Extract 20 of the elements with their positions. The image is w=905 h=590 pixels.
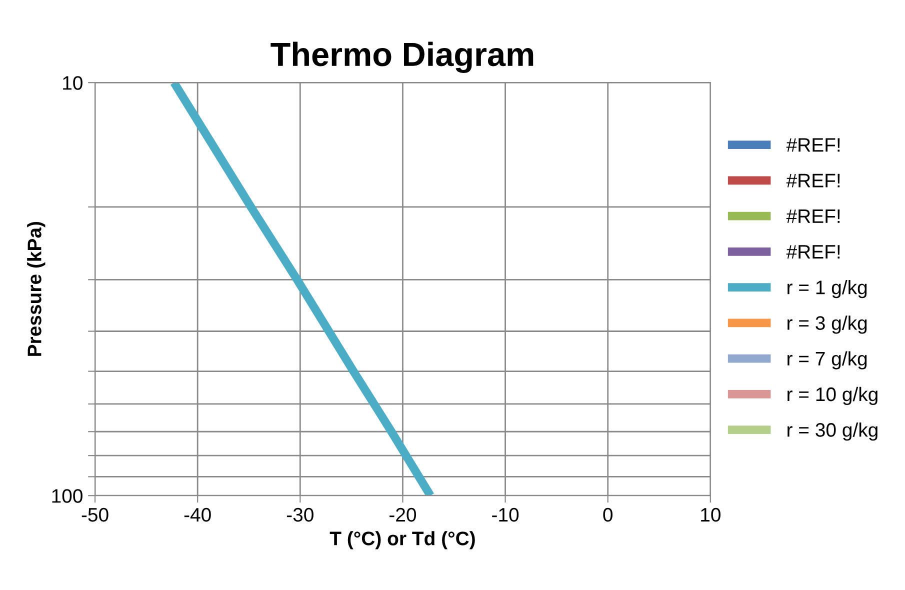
chart-title: Thermo Diagram: [270, 42, 534, 73]
legend-label: #REF!: [786, 138, 840, 152]
x-tick-label: -10: [492, 508, 519, 522]
x-tick-label: -40: [184, 508, 211, 522]
x-tick-label: 0: [603, 508, 613, 522]
legend-label: r = 10 g/kg: [788, 386, 878, 406]
legend-label: r = 7 g/kg: [788, 351, 867, 370]
legend-label: #REF!: [786, 245, 840, 258]
legend-label: #REF!: [786, 174, 840, 188]
y-tick-label: 100: [52, 489, 82, 503]
x-axis-title: T (°C) or Td (°C): [330, 531, 475, 550]
legend-label: r = 30 g/kg: [788, 422, 878, 441]
x-tick-label: -30: [286, 508, 314, 522]
legend-label: #REF!: [786, 210, 840, 223]
x-tick-label: 10: [701, 508, 720, 522]
legend-label: r = 1 g/kg: [788, 280, 867, 298]
x-tick-label: -50: [82, 508, 108, 522]
y-axis-title: Pressure (kPa): [27, 222, 46, 356]
legend-label: r = 3 g/kg: [788, 316, 867, 334]
x-tick-label: -20: [390, 508, 416, 522]
